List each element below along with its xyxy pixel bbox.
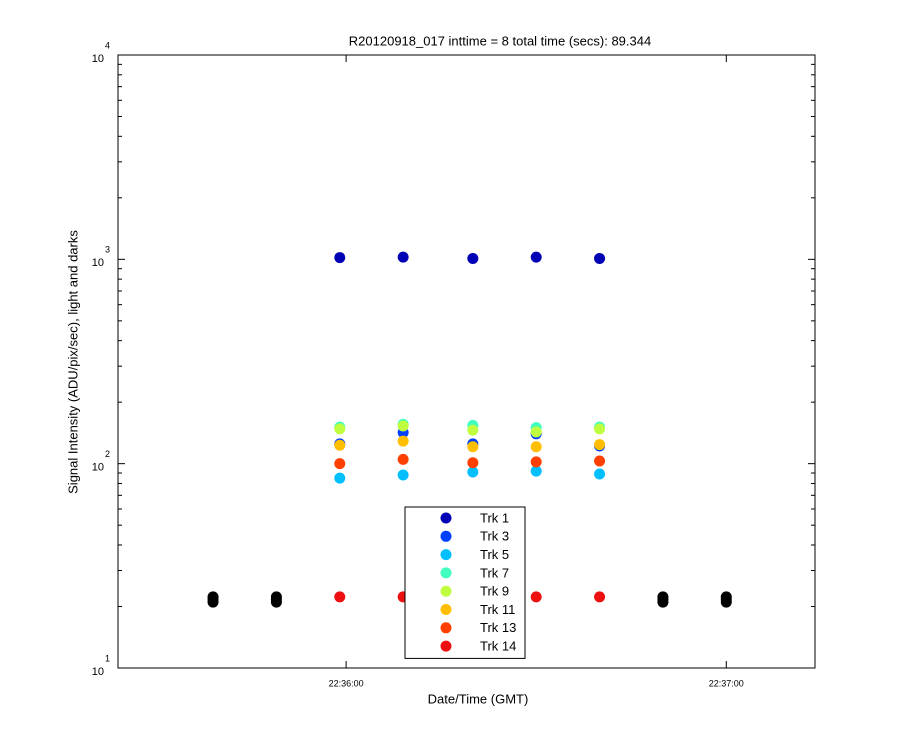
point xyxy=(334,591,346,603)
point xyxy=(334,423,346,435)
point xyxy=(334,458,346,470)
point xyxy=(594,455,606,467)
point xyxy=(467,424,479,436)
point xyxy=(594,439,606,451)
legend-marker xyxy=(440,585,452,597)
point xyxy=(397,420,409,432)
y-tick-exponent: 4 xyxy=(105,40,110,50)
y-tick-exponent: 1 xyxy=(105,653,110,663)
legend-label: Trk 5 xyxy=(480,547,509,562)
chart-title: R20120918_017 inttime = 8 total time (se… xyxy=(349,33,651,48)
point xyxy=(467,457,479,469)
point xyxy=(530,426,542,438)
point xyxy=(530,251,542,263)
y-tick-exponent: 3 xyxy=(105,245,110,255)
y-tick-label: 10 xyxy=(92,666,104,678)
legend-marker xyxy=(440,512,452,524)
point xyxy=(467,252,479,264)
point xyxy=(207,591,219,603)
legend-box xyxy=(404,506,526,659)
point xyxy=(334,252,346,264)
legend-marker xyxy=(440,567,452,579)
legend-label: Trk 3 xyxy=(480,529,509,544)
point xyxy=(467,441,479,453)
legend-marker xyxy=(440,622,452,634)
point xyxy=(720,591,732,603)
point xyxy=(530,465,542,477)
legend-marker xyxy=(440,530,452,542)
legend-marker xyxy=(440,640,452,652)
point xyxy=(397,469,409,481)
legend-marker xyxy=(440,604,452,615)
point xyxy=(594,468,606,480)
legend-label: Trk 7 xyxy=(480,565,509,580)
point xyxy=(397,435,409,447)
legend-label: Trk 14 xyxy=(480,639,516,654)
point xyxy=(594,591,606,603)
y-axis-label: Signal Intensity (ADU/pix/sec), light an… xyxy=(65,230,80,494)
x-tick-label: 22:36:00 xyxy=(329,678,364,688)
legend-marker xyxy=(440,549,452,561)
point xyxy=(397,251,409,263)
point xyxy=(334,472,346,484)
y-tick-exponent: 2 xyxy=(105,449,110,459)
point xyxy=(397,453,409,465)
legend-label: Trk 13 xyxy=(480,620,516,635)
legend-label: Trk 11 xyxy=(480,602,515,617)
legend-label: Trk 9 xyxy=(480,584,509,599)
legend-label: Trk 1 xyxy=(480,510,509,525)
point xyxy=(530,456,542,468)
point xyxy=(530,441,542,453)
point xyxy=(594,423,606,435)
point xyxy=(270,591,282,603)
y-tick-label: 10 xyxy=(92,53,104,65)
x-axis-label: Date/Time (GMT) xyxy=(428,691,529,706)
point xyxy=(594,252,606,264)
x-tick-label: 22:37:00 xyxy=(709,678,744,688)
point xyxy=(657,591,669,603)
point xyxy=(334,439,346,451)
y-tick-label: 10 xyxy=(92,257,104,269)
point xyxy=(530,591,542,603)
y-tick-label: 10 xyxy=(92,462,104,474)
point xyxy=(467,466,479,478)
